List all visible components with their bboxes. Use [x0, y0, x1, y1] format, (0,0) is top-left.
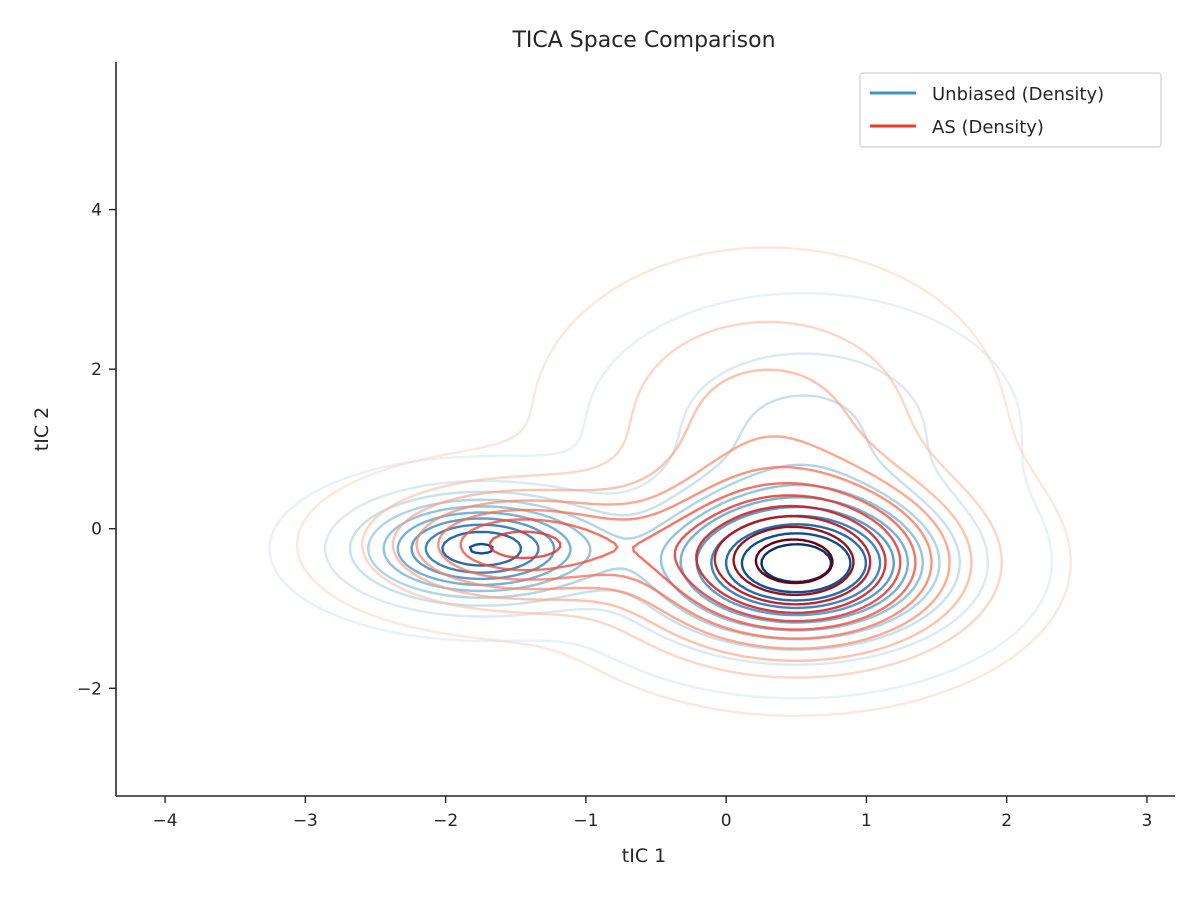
legend-label-unbiased: Unbiased (Density): [932, 84, 1104, 105]
chart-title: TICA Space Comparison: [511, 28, 775, 53]
unbiased-density-contour: [468, 532, 852, 594]
y-tick-label: −2: [77, 679, 102, 699]
contour-plot-area: [268, 246, 1072, 717]
x-tick-label: −1: [573, 811, 598, 831]
x-tick-label: −2: [433, 811, 458, 831]
as-density-contour: [415, 435, 951, 650]
as-density-contour: [361, 320, 1003, 679]
as-density-contour: [295, 246, 1072, 717]
x-tick-label: 3: [1142, 811, 1153, 831]
as-density-contour: [695, 504, 887, 614]
y-tick-label: 2: [91, 360, 102, 380]
y-tick-label: 4: [91, 201, 102, 221]
x-tick-label: −4: [153, 811, 178, 831]
x-ticks: −4 −3 −2 −1 0 1 2 3: [153, 796, 1153, 831]
as-density-contour: [488, 494, 902, 623]
y-axis-label: tIC 2: [31, 407, 53, 451]
as-density-contour: [754, 538, 834, 585]
unbiased-density-contour: [323, 352, 989, 666]
legend-label-as: AS (Density): [932, 117, 1044, 138]
x-tick-label: 2: [1001, 811, 1012, 831]
legend-frame: [859, 72, 1162, 148]
as-density-contour: [391, 368, 973, 662]
axes: [115, 62, 1175, 797]
x-tick-label: 1: [861, 811, 872, 831]
as-density-contour: [437, 465, 933, 640]
as-density-contour: [732, 525, 855, 597]
legend: Unbiased (Density) AS (Density): [859, 72, 1162, 148]
x-tick-label: 0: [721, 811, 732, 831]
y-tick-label: 0: [91, 520, 102, 540]
unbiased-density-contour: [396, 496, 909, 624]
x-axis-label: tIC 1: [622, 845, 666, 867]
as-density-contour: [713, 515, 872, 606]
unbiased-density-contour: [268, 292, 1054, 700]
as-density-contour: [459, 482, 917, 631]
x-tick-label: −3: [293, 811, 318, 831]
y-ticks: −2 0 2 4: [77, 201, 116, 699]
unbiased-density-contour: [410, 505, 895, 617]
